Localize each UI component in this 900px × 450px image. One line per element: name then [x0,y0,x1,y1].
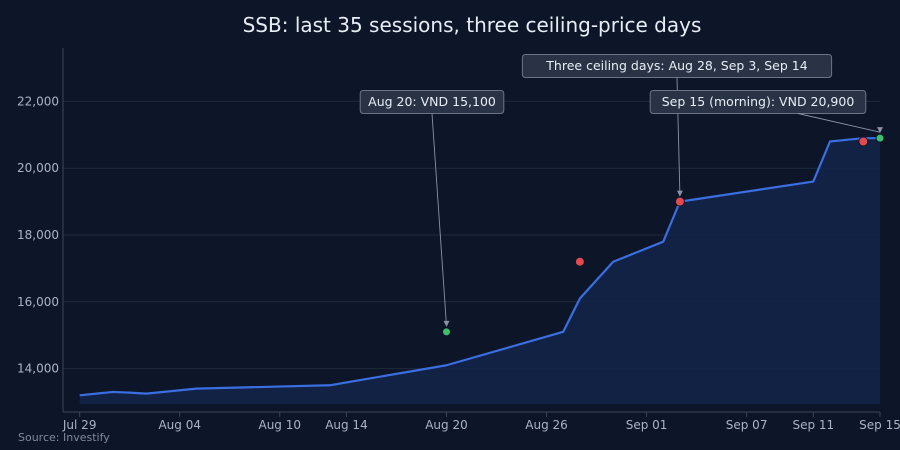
annotation-text: Three ceiling days: Aug 28, Sep 3, Sep 1… [545,58,807,73]
annotation-text: Sep 15 (morning): VND 20,900 [662,94,855,109]
x-tick-label: Sep 11 [792,418,834,432]
y-tick-label: 20,000 [17,161,59,175]
y-tick-label: 22,000 [17,94,59,108]
x-tick-label: Sep 15 [859,418,900,432]
annotation-arrow [797,113,881,133]
ceiling-day-point [574,256,585,267]
arrow-head [877,127,883,134]
price-line [79,137,880,397]
source-note: Source: Investify [18,431,110,444]
price-area [79,138,881,404]
x-tick-label: Jul 29 [62,418,97,432]
ceiling-day-point [858,136,869,147]
x-tick-label: Aug 04 [158,418,201,432]
highlight-point [875,133,885,143]
annotation-text: Aug 20: VND 15,100 [368,94,496,109]
annotation: Three ceiling days: Aug 28, Sep 3, Sep 1… [521,54,833,197]
y-tick-label: 18,000 [17,228,59,242]
x-tick-label: Aug 20 [425,418,468,432]
highlight-point [441,327,451,337]
y-tick-label: 14,000 [17,362,59,376]
annotation: Aug 20: VND 15,100 [359,90,505,327]
ceiling-day-point [674,196,685,207]
chart-title: SSB: last 35 sessions, three ceiling-pri… [243,13,702,37]
y-tick-label: 16,000 [17,295,59,309]
x-tick-label: Aug 14 [325,418,368,432]
axes: 14,000 16,000 18,000 20,000 22,000 Jul 29 Aug … [17,48,900,432]
price-line-layer [79,137,880,397]
annotation-box [649,90,867,114]
area-fill-layer [79,138,881,404]
annotation-arrow [431,113,447,326]
x-tick-label: Sep 01 [626,418,668,432]
x-tick-label: Sep 07 [726,418,768,432]
arrow-head [443,320,450,327]
arrow-head [676,190,683,197]
annotations: Aug 20: VND 15,100 Three ceiling days: Au… [359,54,883,327]
annotation: Sep 15 (morning): VND 20,900 [649,90,883,134]
marker-points [441,133,885,337]
x-tick-label: Aug 26 [525,418,568,432]
x-tick-label: Aug 10 [258,418,301,432]
